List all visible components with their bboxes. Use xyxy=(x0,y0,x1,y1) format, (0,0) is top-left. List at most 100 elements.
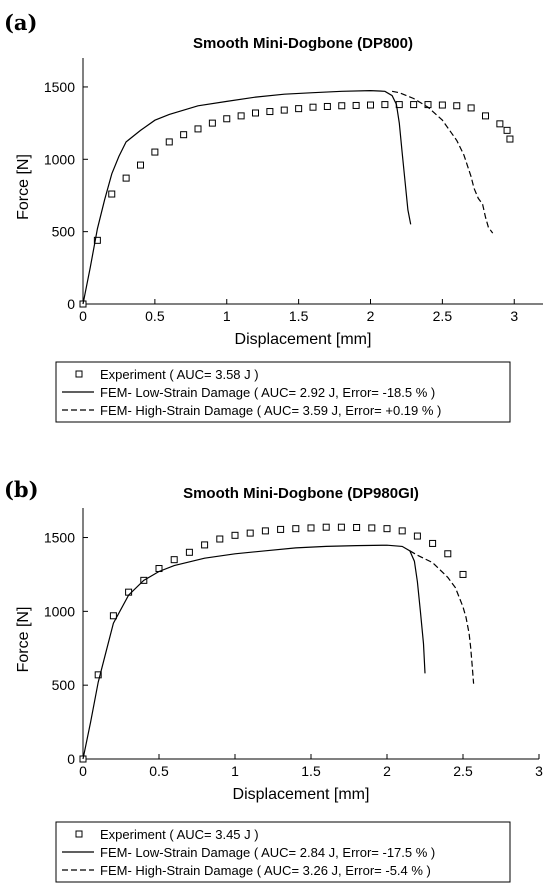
data-point xyxy=(482,112,489,120)
data-point xyxy=(252,109,259,117)
data-point xyxy=(381,101,389,109)
x-tick-label: 3 xyxy=(535,763,543,779)
y-tick-label: 500 xyxy=(52,224,76,240)
y-tick-label: 1500 xyxy=(44,530,75,546)
data-point xyxy=(413,532,421,540)
data-point xyxy=(208,119,216,127)
data-point xyxy=(137,161,144,169)
data-point xyxy=(506,135,514,143)
data-point xyxy=(309,103,317,111)
panel-label: (b) xyxy=(4,477,39,502)
data-point xyxy=(353,523,361,531)
data-point xyxy=(459,570,467,578)
series-low-strain-line xyxy=(82,544,426,760)
data-point xyxy=(280,106,288,114)
data-point xyxy=(246,529,254,537)
x-tick-label: 1 xyxy=(231,763,239,779)
legend-entry: FEM- Low-Strain Damage ( AUC= 2.84 J, Er… xyxy=(100,845,435,860)
data-point xyxy=(295,105,303,113)
series-experiment xyxy=(79,101,514,308)
chart-title: Smooth Mini-Dogbone (DP980GI) xyxy=(183,485,419,502)
data-point xyxy=(94,671,102,679)
x-tick-label: 2.5 xyxy=(453,763,473,779)
data-point xyxy=(338,102,346,110)
x-tick-label: 0 xyxy=(79,763,87,779)
legend-entry: Experiment ( AUC= 3.45 J ) xyxy=(100,827,259,842)
data-point xyxy=(261,527,269,535)
legend-entry: FEM- High-Strain Damage ( AUC= 3.26 J, E… xyxy=(100,863,431,878)
legend-box xyxy=(55,361,511,423)
data-point xyxy=(277,525,285,533)
data-point xyxy=(108,190,116,198)
x-axis-label: Displacement [mm] xyxy=(233,786,370,803)
data-point xyxy=(231,531,239,539)
data-point xyxy=(223,115,231,123)
legend-entry: FEM- Low-Strain Damage ( AUC= 2.92 J, Er… xyxy=(100,385,435,400)
x-tick-label: 1.5 xyxy=(289,308,309,324)
legend-entry: Experiment ( AUC= 3.58 J ) xyxy=(100,367,259,382)
data-point xyxy=(185,548,193,556)
chart-title: Smooth Mini-Dogbone (DP800) xyxy=(193,35,413,52)
data-point xyxy=(429,539,437,547)
data-point xyxy=(410,101,418,109)
data-point xyxy=(165,138,173,146)
series-high-strain-line xyxy=(391,90,494,234)
chart-panel-b: (b) Smooth Mini-Dogbone (DP980GI) 0 0.5 1 1.5… xyxy=(4,477,543,883)
series-high-strain-line xyxy=(409,550,475,684)
y-tick-label: 1500 xyxy=(44,79,75,95)
x-tick-label: 1.5 xyxy=(301,763,321,779)
legend-marker-square xyxy=(75,830,83,838)
data-point xyxy=(292,525,300,533)
data-point xyxy=(125,588,133,596)
y-axis-label: Force [N] xyxy=(15,154,32,220)
x-tick-label: 2 xyxy=(367,308,375,324)
data-point xyxy=(467,104,475,112)
data-point xyxy=(398,527,406,535)
data-point xyxy=(352,101,360,109)
series-experiment xyxy=(79,523,467,763)
data-point xyxy=(109,612,117,620)
legend-box xyxy=(55,821,511,883)
data-point xyxy=(438,101,446,109)
y-tick-label: 0 xyxy=(67,751,75,767)
legend: Experiment ( AUC= 3.45 J ) FEM- Low-Strai… xyxy=(55,821,511,883)
series-low-strain-line xyxy=(82,89,412,305)
legend: Experiment ( AUC= 3.58 J ) FEM- Low-Strai… xyxy=(55,361,511,423)
y-tick-label: 1000 xyxy=(44,603,75,619)
x-axis-label: Displacement [mm] xyxy=(235,331,372,348)
legend-entry: FEM- High-Strain Damage ( AUC= 3.59 J, E… xyxy=(100,403,441,418)
data-point xyxy=(122,174,130,182)
legend-marker-square xyxy=(75,370,83,378)
data-point xyxy=(496,120,504,128)
x-tick-label: 0 xyxy=(79,308,87,324)
data-point xyxy=(503,126,511,134)
data-point xyxy=(180,131,188,139)
data-point xyxy=(170,556,178,564)
x-tick-label: 0.5 xyxy=(145,308,165,324)
x-tick-label: 0.5 xyxy=(149,763,169,779)
data-point xyxy=(151,148,159,156)
data-point xyxy=(266,108,274,116)
data-point xyxy=(216,535,224,543)
y-axis-label: Force [N] xyxy=(15,607,32,673)
data-point xyxy=(322,523,330,531)
data-point xyxy=(453,102,461,110)
data-point xyxy=(337,523,345,531)
y-tick-label: 500 xyxy=(52,677,76,693)
data-point xyxy=(323,102,331,110)
x-tick-label: 3 xyxy=(510,308,518,324)
y-tick-label: 1000 xyxy=(44,151,75,167)
y-tick-label: 0 xyxy=(67,296,75,312)
data-point xyxy=(307,524,315,532)
data-point xyxy=(444,550,452,558)
data-point xyxy=(368,524,376,532)
data-point xyxy=(237,112,245,120)
x-tick-label: 1 xyxy=(223,308,231,324)
data-point xyxy=(201,541,209,549)
x-tick-label: 2.5 xyxy=(433,308,453,324)
chart-panel-a: (a) Smooth Mini-Dogbone (DP800) 0 0.5 1 1.5 2 2… xyxy=(4,10,543,423)
data-point xyxy=(383,525,391,533)
data-point xyxy=(367,101,374,109)
x-tick-label: 2 xyxy=(383,763,391,779)
